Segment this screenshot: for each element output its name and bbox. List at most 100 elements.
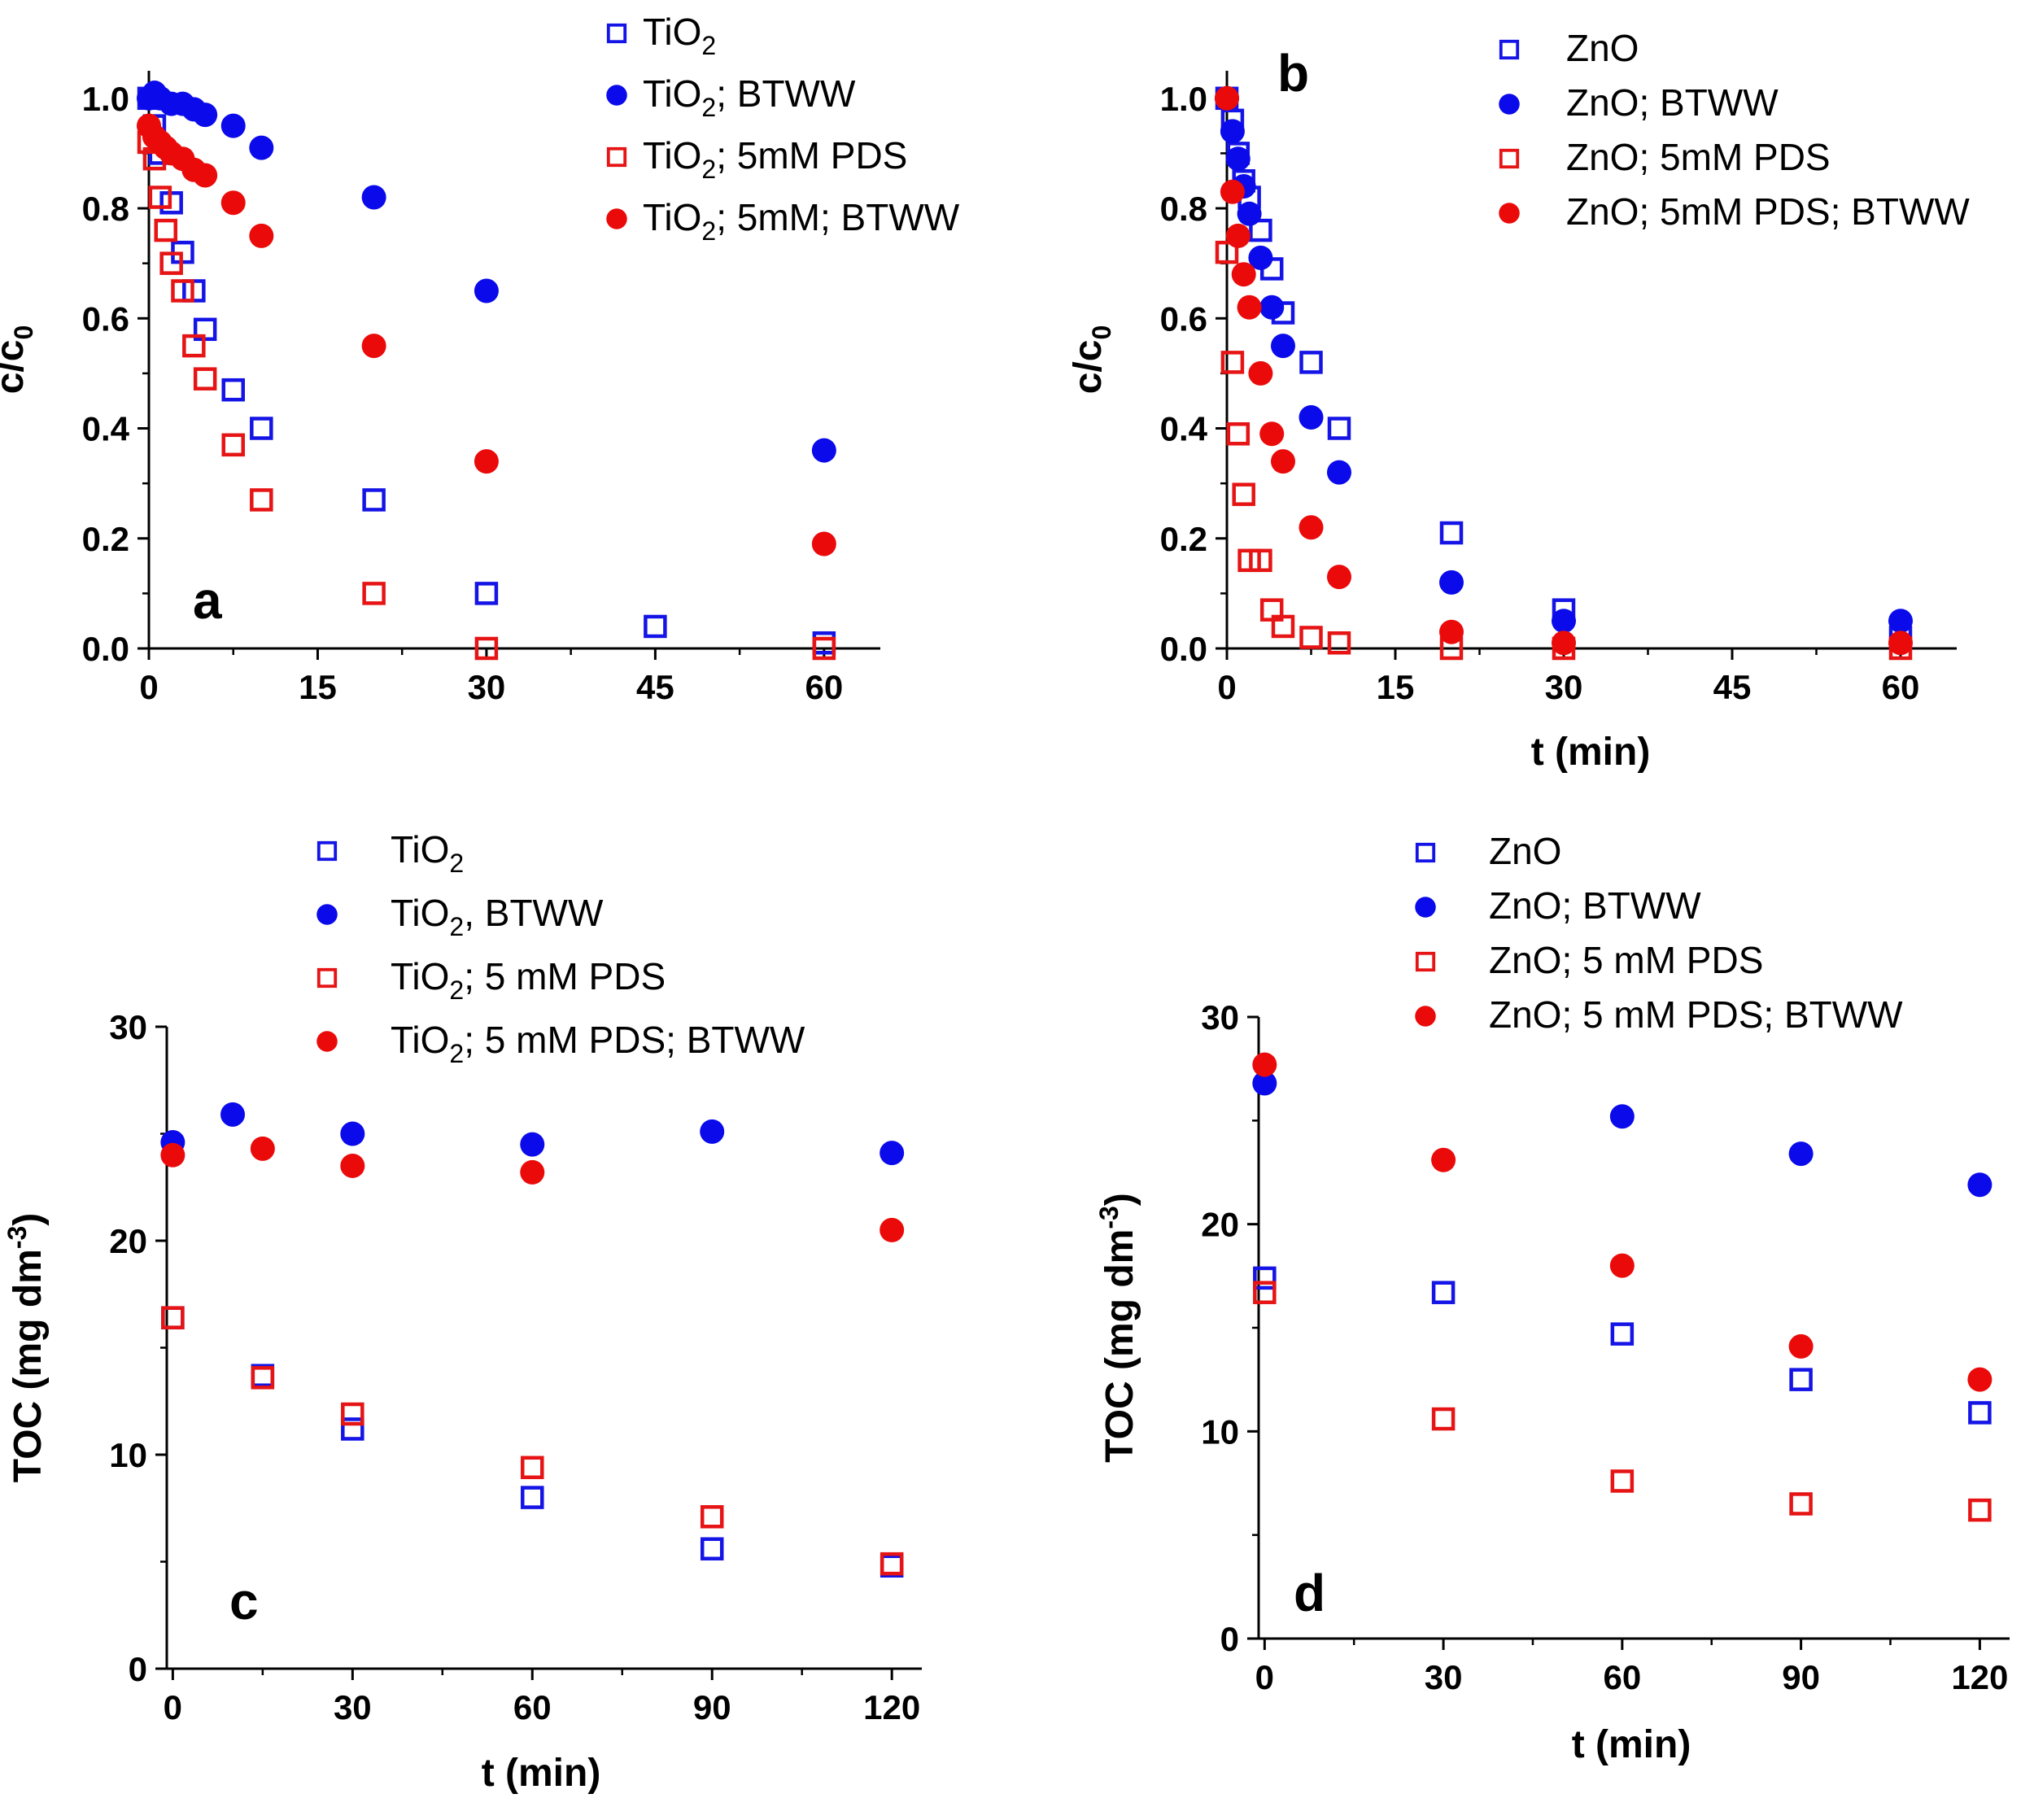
y-tick-label: 1.0 [1160, 80, 1207, 118]
data-point [1439, 570, 1464, 595]
series-4 [137, 113, 836, 556]
data-point [154, 218, 177, 242]
data-point [474, 449, 499, 474]
x-tick-label: 0 [164, 1688, 182, 1726]
legend: TiO2 TiO2, BTWW TiO2; 5 mM PDS TiO2; 5 mM P… [316, 828, 805, 1068]
data-point [362, 582, 386, 605]
data-point [1327, 631, 1351, 655]
data-point [1789, 1492, 1813, 1516]
data-point [812, 636, 836, 661]
legend-label: TiO2, BTWW [391, 892, 604, 941]
panel-b: 0 15 30 45 60 0.0 0.2 0.4 0.6 0.8 1.0 c/c0 t (min) b Z… [1067, 27, 1970, 774]
legend-marker [1499, 148, 1520, 169]
y-tick-label: 20 [1201, 1206, 1239, 1244]
data-point [1431, 1281, 1456, 1304]
data-point [171, 279, 194, 303]
legend-label: ZnO [1566, 27, 1639, 69]
legend-label: ZnO [1489, 830, 1561, 872]
legend-marker [1415, 842, 1436, 863]
data-point [1299, 515, 1324, 540]
y-tick-label: 0.4 [82, 410, 130, 448]
data-point [250, 1136, 275, 1161]
data-point [1327, 417, 1351, 440]
data-point [644, 614, 667, 639]
x-tick-label: 0 [139, 668, 158, 706]
x-tick-label: 60 [805, 668, 843, 706]
data-point [1967, 1367, 1993, 1392]
legend-marker [1415, 951, 1436, 972]
data-point [361, 185, 386, 210]
legend-label: ZnO; 5mM PDS [1566, 136, 1831, 178]
series-4 [1215, 85, 1913, 656]
data-point [193, 163, 218, 188]
data-point [700, 1537, 724, 1560]
data-point [520, 1132, 545, 1157]
legend-label: ZnO; 5 mM PDS [1489, 939, 1763, 981]
data-point [1220, 351, 1245, 374]
x-tick-label: 120 [1951, 1658, 2008, 1696]
data-point [1552, 609, 1576, 634]
data-point [159, 251, 183, 275]
x-tick-label: 45 [636, 668, 674, 706]
y-tick-label: 0.8 [1160, 190, 1207, 228]
data-point [1231, 262, 1256, 287]
data-point [1788, 1141, 1814, 1167]
x-axis-title: t (min) [1572, 1723, 1691, 1766]
x-axis-title: t (min) [1531, 731, 1651, 774]
series-1 [1253, 1266, 1992, 1425]
data-point [1888, 631, 1913, 656]
panel-d: 0 30 60 90 120 0 10 20 30 TOC (mg dm-3) t (min) d Zn… [1094, 830, 2010, 1766]
data-point [880, 1217, 905, 1242]
x-tick-label: 60 [1882, 668, 1920, 706]
data-point [160, 1142, 186, 1168]
series-4 [1252, 1052, 1993, 1392]
y-tick-label: 0.4 [1160, 410, 1208, 448]
legend: TiO2 TiO2; BTWW TiO2; 5mM PDS TiO2; 5mM; BT… [606, 11, 960, 246]
y-axis-title: c/c0 [1067, 325, 1116, 395]
data-point [1249, 218, 1272, 242]
data-point [1226, 422, 1251, 446]
data-point [1215, 85, 1239, 111]
legend-label: ZnO; BTWW [1566, 81, 1779, 124]
data-point [249, 135, 274, 160]
data-point [1439, 521, 1464, 545]
data-point [1968, 1401, 1992, 1425]
data-point [340, 1121, 365, 1146]
x-tick-label: 30 [1545, 668, 1583, 706]
legend-marker [1499, 39, 1520, 60]
data-point [1215, 240, 1239, 264]
y-tick-label: 0.0 [1160, 630, 1207, 668]
data-point [221, 433, 245, 457]
data-point [361, 334, 386, 359]
data-point [1225, 223, 1251, 248]
data-point [474, 636, 499, 661]
y-tick-label: 10 [1201, 1412, 1239, 1451]
series-3 [1253, 1281, 1992, 1522]
data-point [1237, 201, 1262, 226]
legend-marker [316, 1031, 338, 1052]
legend-label: TiO2; 5 mM PDS; BTWW [391, 1019, 805, 1068]
data-point [1248, 360, 1273, 386]
data-point [250, 417, 273, 440]
data-point [1237, 295, 1262, 320]
data-point [193, 367, 217, 391]
legend-label: ZnO; 5mM PDS; BTWW [1566, 190, 1970, 233]
data-point [161, 1306, 185, 1329]
panel-letter: c [229, 1572, 259, 1630]
x-tick-label: 90 [1782, 1658, 1820, 1696]
y-axis-title-group: TOC (mg dm-3) [1094, 1193, 1141, 1463]
data-point [1299, 626, 1323, 649]
y-tick-label: 20 [109, 1222, 147, 1260]
panel-letter: b [1277, 44, 1309, 103]
x-tick-label: 30 [468, 668, 506, 706]
data-point [1220, 119, 1245, 144]
x-tick-label: 60 [1603, 1658, 1641, 1696]
data-point [1789, 1368, 1813, 1391]
series-2 [137, 81, 836, 463]
data-point [340, 1153, 365, 1178]
panel-letter: d [1294, 1564, 1325, 1622]
data-point [1252, 1052, 1277, 1077]
legend-label: ZnO; BTWW [1489, 884, 1701, 927]
